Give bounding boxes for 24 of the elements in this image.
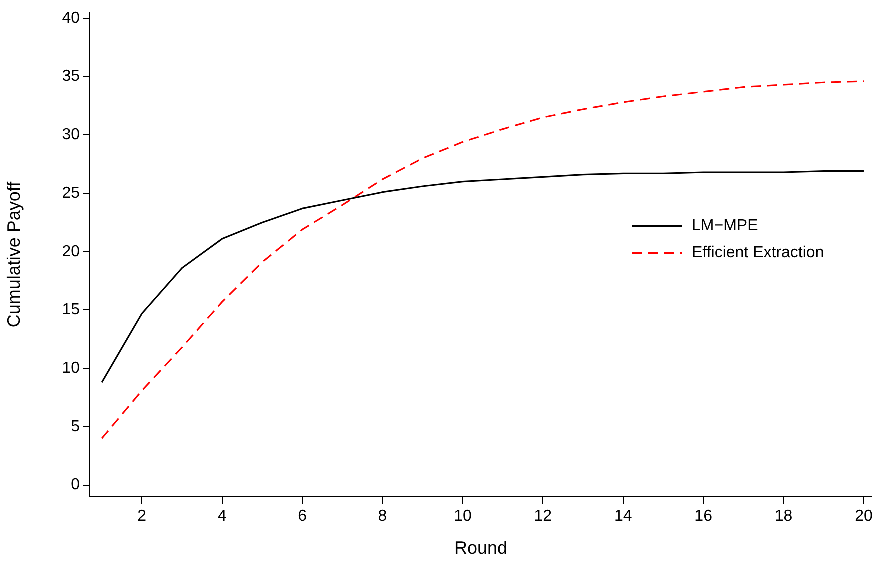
y-tick-label: 10	[62, 360, 80, 378]
y-tick-label: 30	[62, 126, 80, 144]
y-tick-label: 15	[62, 302, 80, 319]
x-tick-label: 6	[298, 508, 308, 526]
legend-label: LM−MPE	[692, 218, 758, 235]
x-tick-label: 10	[454, 508, 472, 526]
y-axis-title: Cumulative Payoff	[4, 180, 24, 328]
x-tick-label: 20	[855, 508, 873, 526]
line-series	[101, 80, 865, 440]
x-tick-label: 14	[614, 508, 632, 526]
legend-label: Efficient Extraction	[692, 244, 824, 262]
x-tick-label: 4	[218, 508, 227, 526]
y-tick-label: 20	[62, 243, 80, 260]
x-tick-label: 12	[534, 508, 552, 526]
x-tick-label: 16	[694, 508, 713, 526]
y-tick-label: 25	[62, 184, 80, 202]
y-tick-label: 0	[71, 476, 80, 494]
y-tick-label: 35	[62, 68, 80, 86]
x-tick-label: 2	[138, 508, 147, 526]
x-axis-title: Round	[454, 538, 508, 558]
x-tick-label: 8	[378, 508, 388, 526]
y-tick-label: 40	[62, 10, 80, 27]
x-tick-label: 18	[774, 508, 793, 526]
y-tick-label: 5	[71, 418, 80, 436]
